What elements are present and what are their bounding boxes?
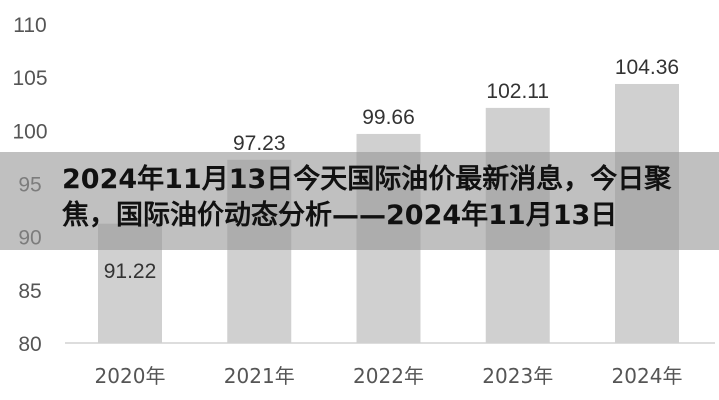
data-label: 104.36 <box>615 56 679 79</box>
y-tick-label: 85 <box>18 280 41 303</box>
data-label: 97.23 <box>233 132 286 155</box>
y-tick-label: 100 <box>12 120 47 143</box>
y-tick-label: 110 <box>13 14 46 37</box>
data-label: 102.11 <box>486 80 549 103</box>
x-tick-label: 2024年 <box>612 364 683 388</box>
x-tick-label: 2023年 <box>482 364 553 388</box>
data-label: 91.22 <box>104 260 157 283</box>
x-tick-label: 2022年 <box>353 364 424 388</box>
data-label: 99.66 <box>362 106 415 129</box>
y-tick-label: 80 <box>18 333 41 356</box>
article-title: 2024年11月13日今天国际油价最新消息，今日聚焦，国际油价动态分析——202… <box>62 164 672 231</box>
y-tick-label: 105 <box>12 67 47 90</box>
x-tick-label: 2020年 <box>95 364 166 388</box>
title-overlay <box>0 152 719 250</box>
x-tick-label: 2021年 <box>224 364 295 388</box>
